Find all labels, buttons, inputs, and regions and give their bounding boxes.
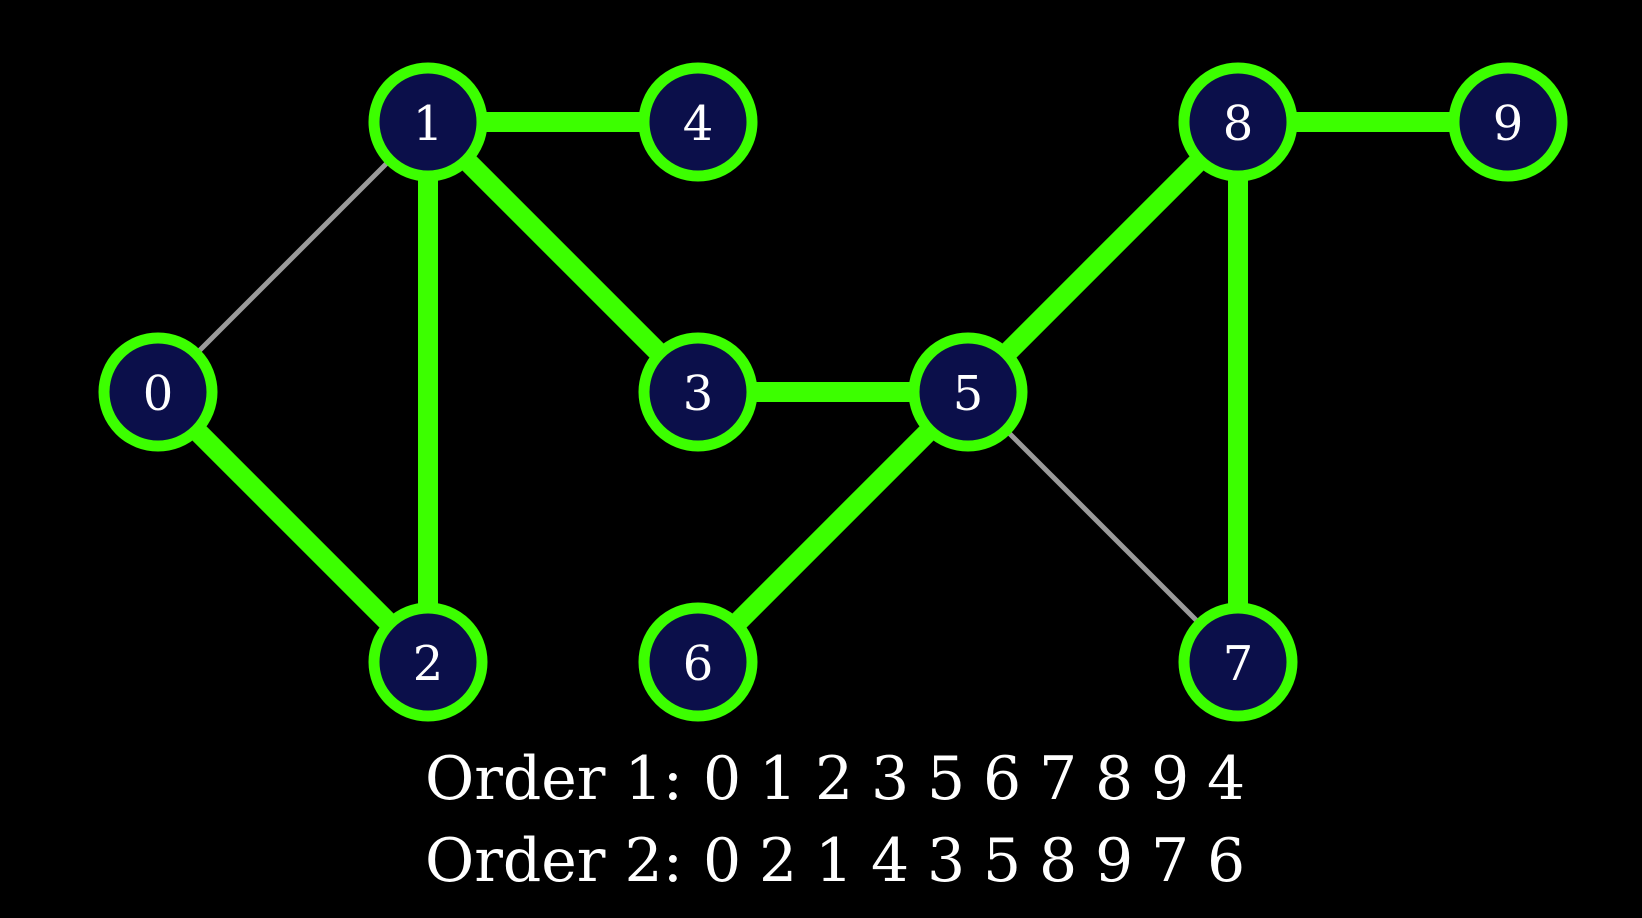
edge-0-1 [156,120,430,394]
order-2-item: 3 [927,826,966,896]
edge-5-6 [690,384,976,670]
node-circle [98,332,218,452]
node-label: 9 [1493,96,1524,152]
edge-5-8 [960,114,1246,400]
edge-1-3 [420,114,706,400]
node-4: 4 [638,62,758,182]
node-circle [638,62,758,182]
node-8: 8 [1178,62,1298,182]
node-circle [1178,602,1298,722]
node-circle [368,602,488,722]
order-1-item: 8 [1095,744,1134,814]
node-0: 0 [98,332,218,452]
node-label: 1 [413,96,444,152]
order-2-item: 7 [1151,826,1190,896]
node-5: 5 [908,332,1028,452]
node-1: 1 [368,62,488,182]
node-7: 7 [1178,602,1298,722]
order-1-item: 7 [1039,744,1078,814]
node-3: 3 [638,332,758,452]
node-label: 8 [1223,96,1254,152]
node-2: 2 [368,602,488,722]
nodes-layer: 0 1 2 3 4 5 6 7 8 9 [98,62,1568,722]
node-label: 7 [1223,636,1254,692]
node-circle [638,332,758,452]
node-circle [638,602,758,722]
order-2-item: 8 [1039,826,1078,896]
node-label: 0 [143,366,174,422]
order-2-item: 0 [703,826,742,896]
edge-5-7 [966,390,1240,664]
edge-0-2 [150,384,436,670]
order-line-1: Order 1: 0 1 2 3 5 6 7 8 9 4 [425,738,1285,820]
edges-layer [150,112,1508,670]
order-2-item: 2 [759,826,798,896]
order-1-item: 6 [983,744,1022,814]
traversal-orders: Order 1: 0 1 2 3 5 6 7 8 9 4 Order 2: 0 … [425,738,1285,902]
order-1-item: 2 [815,744,854,814]
node-label: 4 [683,96,714,152]
node-label: 3 [683,366,714,422]
order-2-sequence: 0 2 1 4 3 5 8 9 7 6 [703,820,1263,902]
order-2-item: 4 [871,826,910,896]
node-label: 6 [683,636,714,692]
order-2-label: Order 2: [425,826,683,896]
node-6: 6 [638,602,758,722]
node-label: 2 [413,636,444,692]
order-1-item: 1 [759,744,798,814]
node-circle [368,62,488,182]
order-2-item: 6 [1207,826,1246,896]
node-circle [908,332,1028,452]
order-1-label: Order 1: [425,744,683,814]
order-1-sequence: 0 1 2 3 5 6 7 8 9 4 [703,738,1263,820]
order-2-item: 5 [983,826,1022,896]
order-1-item: 0 [703,744,742,814]
order-1-item: 9 [1151,744,1190,814]
node-circle [1178,62,1298,182]
order-2-item: 9 [1095,826,1134,896]
order-1-item: 4 [1207,744,1246,814]
order-1-item: 5 [927,744,966,814]
node-9: 9 [1448,62,1568,182]
node-circle [1448,62,1568,182]
order-2-item: 1 [815,826,854,896]
order-line-2: Order 2: 0 2 1 4 3 5 8 9 7 6 [425,820,1285,902]
node-label: 5 [953,366,984,422]
order-1-item: 3 [871,744,910,814]
